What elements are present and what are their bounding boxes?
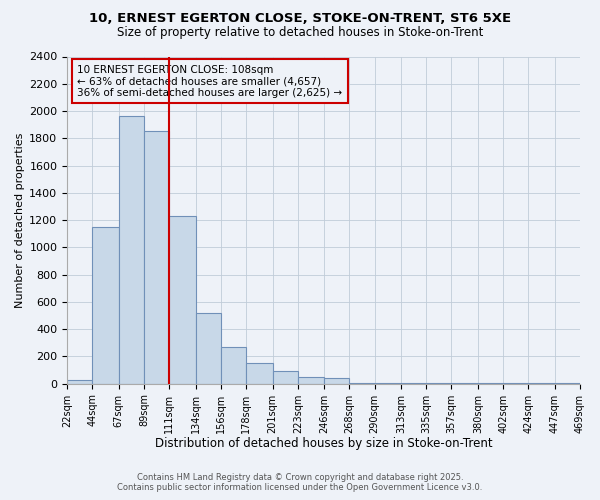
Bar bbox=[298, 377, 324, 384]
Bar bbox=[529, 383, 555, 384]
Text: 10 ERNEST EGERTON CLOSE: 108sqm
← 63% of detached houses are smaller (4,657)
36%: 10 ERNEST EGERTON CLOSE: 108sqm ← 63% of… bbox=[77, 64, 343, 98]
Text: Contains HM Land Registry data © Crown copyright and database right 2025.
Contai: Contains HM Land Registry data © Crown c… bbox=[118, 473, 482, 492]
Bar bbox=[272, 372, 298, 384]
Bar bbox=[401, 383, 426, 384]
Bar bbox=[144, 132, 169, 384]
Y-axis label: Number of detached properties: Number of detached properties bbox=[15, 132, 25, 308]
Bar bbox=[169, 216, 196, 384]
Bar bbox=[555, 383, 580, 384]
Bar bbox=[324, 378, 349, 384]
Bar bbox=[478, 383, 503, 384]
Bar bbox=[92, 227, 119, 384]
X-axis label: Distribution of detached houses by size in Stoke-on-Trent: Distribution of detached houses by size … bbox=[155, 437, 493, 450]
Text: 10, ERNEST EGERTON CLOSE, STOKE-ON-TRENT, ST6 5XE: 10, ERNEST EGERTON CLOSE, STOKE-ON-TRENT… bbox=[89, 12, 511, 26]
Bar bbox=[67, 380, 92, 384]
Bar bbox=[451, 383, 478, 384]
Bar bbox=[349, 383, 374, 384]
Bar bbox=[246, 364, 272, 384]
Bar bbox=[221, 347, 246, 384]
Bar bbox=[426, 383, 451, 384]
Bar bbox=[196, 313, 221, 384]
Text: Size of property relative to detached houses in Stoke-on-Trent: Size of property relative to detached ho… bbox=[117, 26, 483, 39]
Bar bbox=[119, 116, 144, 384]
Bar bbox=[374, 383, 401, 384]
Bar bbox=[503, 383, 529, 384]
